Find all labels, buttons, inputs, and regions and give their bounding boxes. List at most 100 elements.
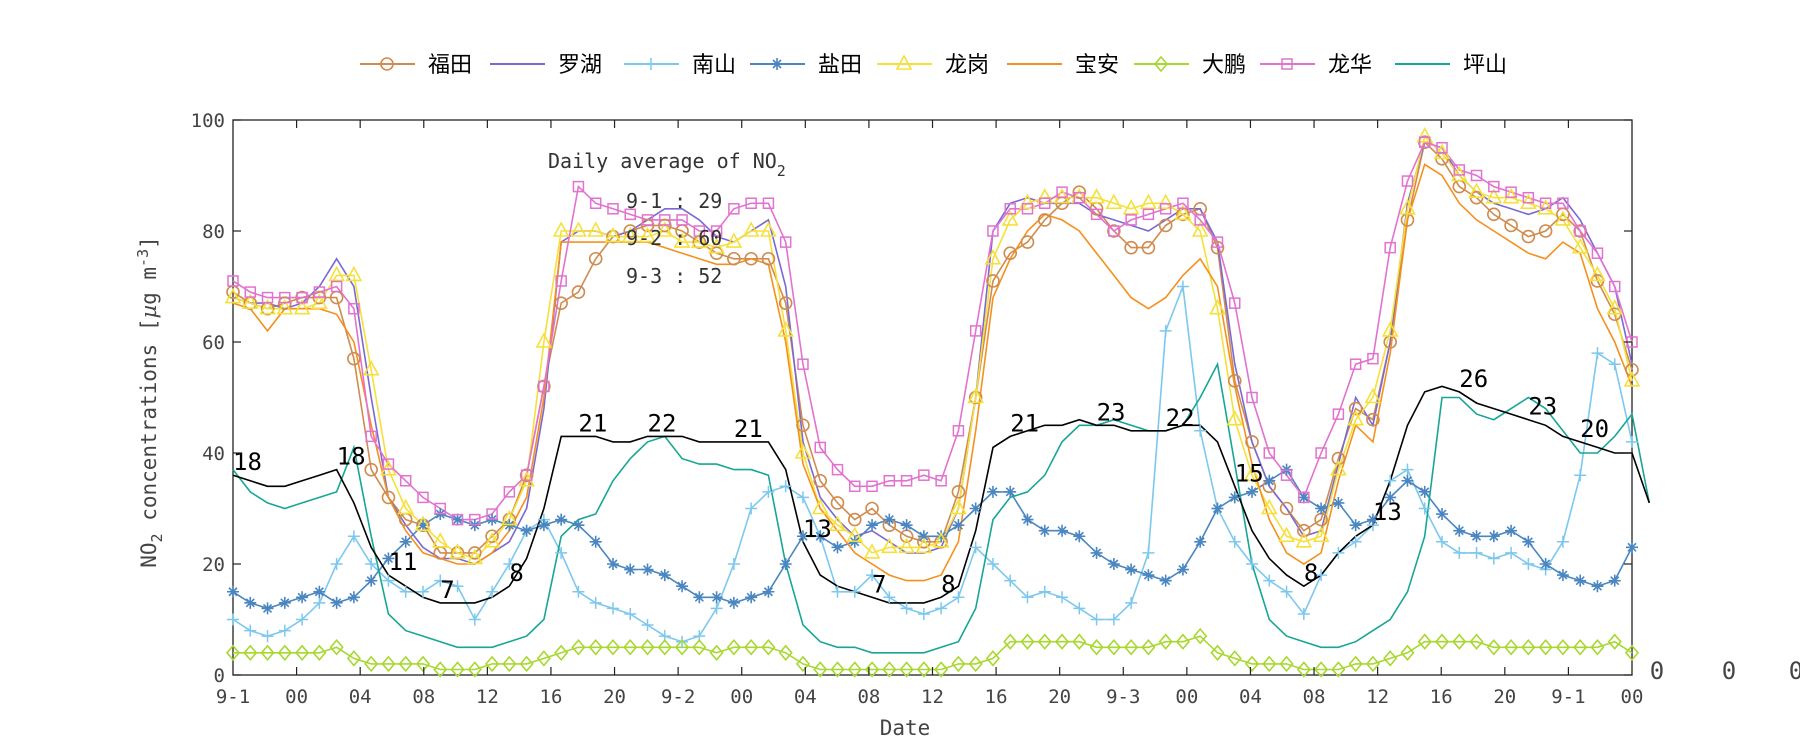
- overflow-label-3: 0: [1789, 657, 1800, 685]
- data-point-6: [813, 661, 828, 678]
- data-point-0: [1487, 207, 1501, 222]
- data-point-7: [1004, 203, 1016, 215]
- data-point-4: [1191, 221, 1209, 237]
- data-point-4: [501, 509, 518, 526]
- data-point-7: [1039, 197, 1051, 209]
- legend-label: 罗湖: [558, 53, 602, 78]
- data-point-0: [485, 529, 499, 544]
- x-tick-label: 20: [1048, 686, 1071, 708]
- data-point-6: [1124, 639, 1139, 656]
- data-point-7: [296, 291, 308, 304]
- data-point-3: [883, 513, 896, 526]
- data-point-4: [811, 498, 829, 515]
- data-point-6: [398, 655, 413, 673]
- x-tick-label: 16: [540, 686, 563, 708]
- data-point-7: [969, 325, 982, 337]
- data-point-0: [295, 290, 309, 305]
- data-point-2: [1470, 546, 1483, 559]
- data-point-3: [641, 563, 654, 576]
- data-point-2: [503, 558, 516, 570]
- legend-marker: [380, 57, 394, 71]
- data-point-3: [1522, 535, 1535, 548]
- x-tick-label: 04: [349, 686, 372, 708]
- data-point-2: [1315, 569, 1328, 582]
- data-point-2: [1263, 574, 1276, 587]
- data-point-4: [950, 498, 967, 515]
- data-point-7: [227, 275, 239, 287]
- data-point-2: [1626, 435, 1638, 448]
- legend-marker: [1153, 55, 1169, 73]
- data-point-3: [624, 563, 637, 576]
- data-point-6: [847, 661, 862, 678]
- data-point-6: [1037, 633, 1052, 650]
- data-point-6: [916, 661, 931, 678]
- data-point-2: [589, 596, 602, 609]
- data-point-6: [1383, 650, 1398, 667]
- data-point-4: [777, 321, 795, 337]
- data-point-3: [1297, 491, 1310, 504]
- data-point-2: [831, 585, 844, 598]
- series-layer: [232, 135, 1651, 671]
- data-point-7: [434, 502, 447, 515]
- data-point-7: [382, 458, 395, 470]
- data-point-0: [951, 485, 966, 499]
- data-point-7: [1073, 191, 1086, 204]
- data-point-2: [572, 585, 585, 598]
- data-point-2: [641, 619, 654, 632]
- x-axis-label: Date: [880, 716, 931, 740]
- data-point-7: [1436, 142, 1448, 154]
- data-point-7: [1142, 208, 1155, 221]
- data-point-6: [744, 639, 759, 656]
- data-point-7: [520, 469, 533, 481]
- mean-data-label: 22: [648, 409, 677, 437]
- data-point-6: [1469, 633, 1484, 650]
- data-point-3: [1574, 574, 1587, 587]
- data-point-4: [932, 532, 950, 548]
- x-tick-label: 9-3: [1106, 686, 1140, 708]
- data-point-6: [934, 661, 949, 678]
- data-point-3: [589, 535, 602, 548]
- data-point-0: [571, 285, 586, 299]
- data-point-4: [1243, 465, 1261, 481]
- legend-marker: [645, 58, 657, 70]
- data-point-0: [1279, 501, 1294, 516]
- data-point-6: [1193, 627, 1208, 645]
- data-point-3: [1539, 558, 1552, 570]
- data-point-4: [293, 299, 311, 315]
- data-point-6: [1296, 661, 1311, 678]
- data-point-4: [1433, 143, 1451, 160]
- data-point-0: [1348, 401, 1363, 416]
- data-point-6: [692, 639, 707, 656]
- data-point-6: [277, 644, 292, 662]
- data-point-2: [710, 602, 723, 615]
- data-point-6: [1624, 644, 1640, 662]
- data-point-6: [312, 644, 327, 662]
- data-point-7: [1539, 197, 1552, 209]
- mean-data-label: 7: [440, 576, 454, 604]
- legend-label: 福田: [428, 53, 472, 78]
- data-point-4: [1364, 387, 1382, 404]
- data-point-6: [657, 639, 672, 656]
- data-point-6: [1434, 633, 1450, 650]
- data-point-4: [604, 226, 622, 243]
- data-point-6: [951, 655, 966, 673]
- legend-label: 龙岗: [945, 53, 989, 78]
- x-tick-label: 12: [476, 686, 499, 708]
- data-point-4: [414, 515, 432, 531]
- data-point-2: [1487, 552, 1500, 565]
- data-point-6: [1175, 633, 1190, 650]
- data-point-6: [554, 644, 569, 662]
- data-point-0: [1521, 229, 1536, 244]
- series-line-5: [232, 163, 1633, 582]
- data-point-4: [397, 498, 415, 515]
- data-point-6: [467, 661, 482, 678]
- data-point-0: [830, 496, 845, 510]
- data-point-2: [1125, 596, 1138, 609]
- data-point-2: [1004, 574, 1017, 587]
- data-point-0: [640, 218, 655, 233]
- data-point-3: [1418, 485, 1431, 498]
- data-point-2: [313, 596, 326, 609]
- data-point-3: [1125, 563, 1138, 576]
- data-point-3: [416, 519, 429, 532]
